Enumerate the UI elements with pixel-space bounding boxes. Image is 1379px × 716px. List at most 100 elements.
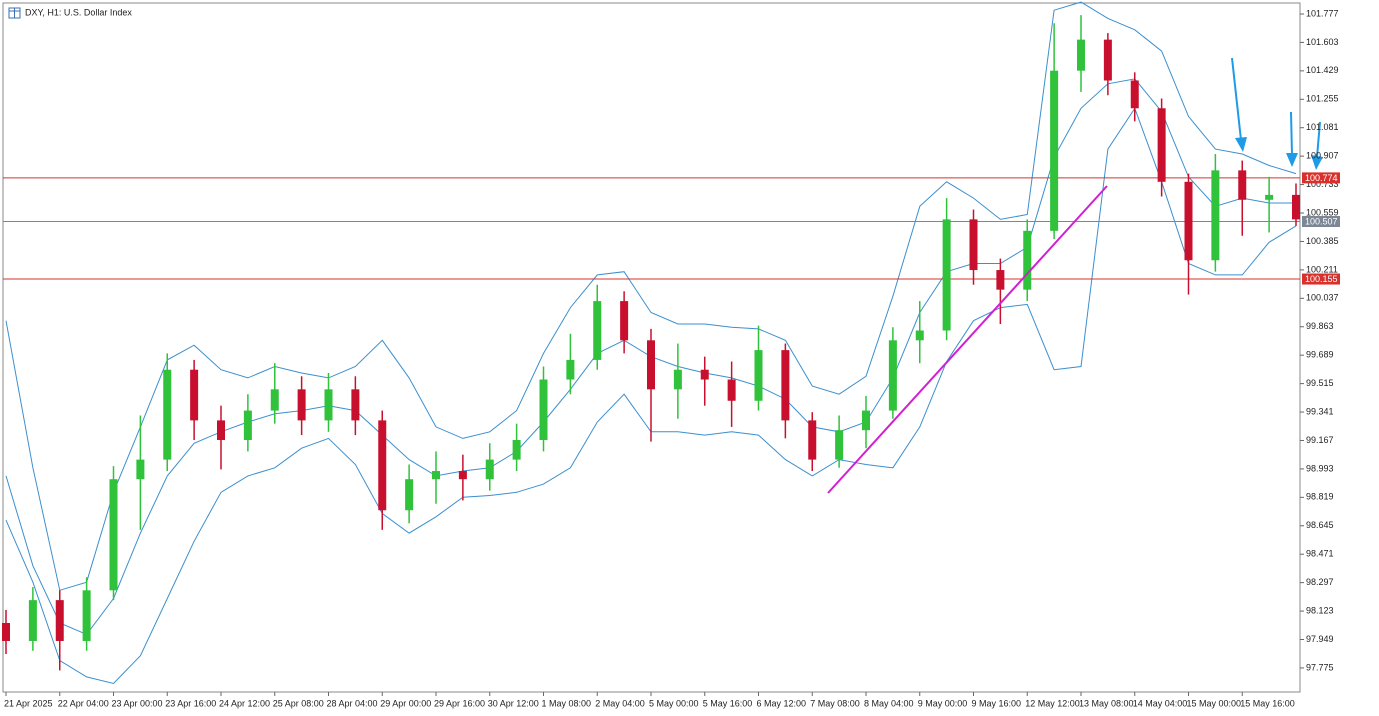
arrows bbox=[1231, 57, 1323, 170]
y-tick-label: 101.429 bbox=[1306, 65, 1339, 75]
x-tick-label: 2 May 04:00 bbox=[595, 698, 645, 708]
x-tick-label: 9 May 16:00 bbox=[972, 698, 1022, 708]
x-tick-label: 6 May 12:00 bbox=[757, 698, 807, 708]
candle-body bbox=[82, 590, 91, 641]
candle-body bbox=[512, 439, 521, 460]
candle-body bbox=[351, 389, 360, 421]
y-tick-label: 97.775 bbox=[1306, 662, 1334, 672]
candle-body bbox=[1238, 170, 1247, 200]
candle-body bbox=[163, 369, 172, 460]
candle-body bbox=[378, 420, 387, 511]
candle-body bbox=[324, 389, 333, 421]
x-tick-label: 5 May 00:00 bbox=[649, 698, 699, 708]
candle-body bbox=[915, 330, 924, 341]
y-tick-label: 101.255 bbox=[1306, 94, 1339, 104]
x-tick-label: 15 May 00:00 bbox=[1187, 698, 1242, 708]
candle-body bbox=[190, 369, 199, 421]
x-tick-label: 1 May 08:00 bbox=[542, 698, 592, 708]
candle-body bbox=[942, 219, 951, 331]
candle-body bbox=[969, 219, 978, 271]
candle-body bbox=[1103, 39, 1112, 81]
candle-body bbox=[28, 600, 37, 641]
x-tick-label: 7 May 08:00 bbox=[810, 698, 860, 708]
candle-body bbox=[297, 389, 306, 421]
y-tick-label: 98.819 bbox=[1306, 492, 1334, 502]
candle-body bbox=[1292, 194, 1300, 220]
x-tick-label: 5 May 16:00 bbox=[703, 698, 753, 708]
candle-body bbox=[270, 389, 279, 411]
levels bbox=[3, 177, 1300, 280]
y-tick-label: 99.515 bbox=[1306, 378, 1334, 388]
x-tick-label: 12 May 12:00 bbox=[1025, 698, 1080, 708]
candle-body bbox=[1077, 39, 1085, 71]
candle-body bbox=[55, 600, 64, 641]
candles bbox=[2, 15, 1300, 671]
level-label: 100.507 bbox=[1305, 216, 1338, 226]
candle-body bbox=[1211, 170, 1220, 261]
y-tick-label: 99.689 bbox=[1306, 350, 1334, 360]
chart-title: DXY, H1: U.S. Dollar Index bbox=[25, 7, 132, 17]
y-tick-label: 99.863 bbox=[1306, 321, 1334, 331]
candle-body bbox=[1023, 230, 1032, 290]
candle-body bbox=[647, 340, 655, 390]
candle-body bbox=[566, 359, 575, 380]
x-tick-label: 29 Apr 00:00 bbox=[380, 698, 431, 708]
level-label: 100.774 bbox=[1305, 173, 1338, 183]
y-tick-label: 97.949 bbox=[1306, 634, 1334, 644]
x-tick-label: 23 Apr 00:00 bbox=[112, 698, 163, 708]
y-tick-label: 98.123 bbox=[1306, 605, 1334, 615]
candle-body bbox=[888, 340, 897, 411]
candle-body bbox=[1184, 181, 1193, 261]
x-tick-label: 15 May 16:00 bbox=[1240, 698, 1295, 708]
y-tick-label: 98.645 bbox=[1306, 520, 1334, 530]
y-tick-label: 101.777 bbox=[1306, 8, 1339, 18]
candle-body bbox=[485, 459, 494, 480]
candle-body bbox=[217, 420, 225, 440]
x-tick-label: 25 Apr 08:00 bbox=[273, 698, 324, 708]
candle-body bbox=[862, 410, 870, 431]
y-tick-label: 100.385 bbox=[1306, 236, 1339, 246]
candle-body bbox=[1157, 108, 1166, 182]
candle-body bbox=[458, 471, 467, 480]
trendline bbox=[827, 185, 1108, 494]
x-tick-label: 21 Apr 2025 bbox=[4, 698, 53, 708]
candle-body bbox=[1130, 80, 1139, 109]
x-tick-label: 29 Apr 16:00 bbox=[434, 698, 485, 708]
x-tick-label: 9 May 00:00 bbox=[918, 698, 968, 708]
y-tick-label: 99.341 bbox=[1306, 406, 1334, 416]
candle-body bbox=[1050, 70, 1059, 231]
candle-body bbox=[835, 430, 844, 460]
x-tick-label: 24 Apr 12:00 bbox=[219, 698, 270, 708]
y-tick-label: 100.037 bbox=[1306, 293, 1339, 303]
candle-body bbox=[243, 410, 252, 440]
level-tag bbox=[1302, 216, 1340, 228]
candle-body bbox=[2, 623, 10, 641]
title-icon bbox=[8, 7, 21, 19]
y-tick-label: 98.993 bbox=[1306, 463, 1334, 473]
y-tick-label: 98.471 bbox=[1306, 549, 1334, 559]
y-tick-label: 100.559 bbox=[1306, 207, 1339, 217]
level-tag bbox=[1302, 273, 1340, 285]
x-tick-label: 13 May 08:00 bbox=[1079, 698, 1134, 708]
candle-body bbox=[539, 379, 548, 440]
x-tick-label: 30 Apr 12:00 bbox=[488, 698, 539, 708]
y-tick-label: 100.733 bbox=[1306, 179, 1339, 189]
axes: 101.777 101.603 101.429 101.255 101.081 100.9… bbox=[4, 8, 1340, 708]
candle-body bbox=[727, 379, 736, 401]
candle-body bbox=[620, 301, 629, 341]
level-label: 100.155 bbox=[1305, 274, 1338, 284]
y-tick-label: 99.167 bbox=[1306, 435, 1334, 445]
y-tick-label: 100.907 bbox=[1306, 151, 1339, 161]
level-tag bbox=[1302, 172, 1340, 184]
x-tick-label: 22 Apr 04:00 bbox=[58, 698, 109, 708]
x-tick-label: 14 May 04:00 bbox=[1133, 698, 1188, 708]
candle-body bbox=[808, 420, 817, 460]
y-tick-label: 98.297 bbox=[1306, 577, 1334, 587]
candle-body bbox=[405, 479, 414, 511]
x-tick-label: 23 Apr 16:00 bbox=[165, 698, 216, 708]
band-upper bbox=[5, 1, 1297, 591]
candle-body bbox=[781, 350, 790, 421]
